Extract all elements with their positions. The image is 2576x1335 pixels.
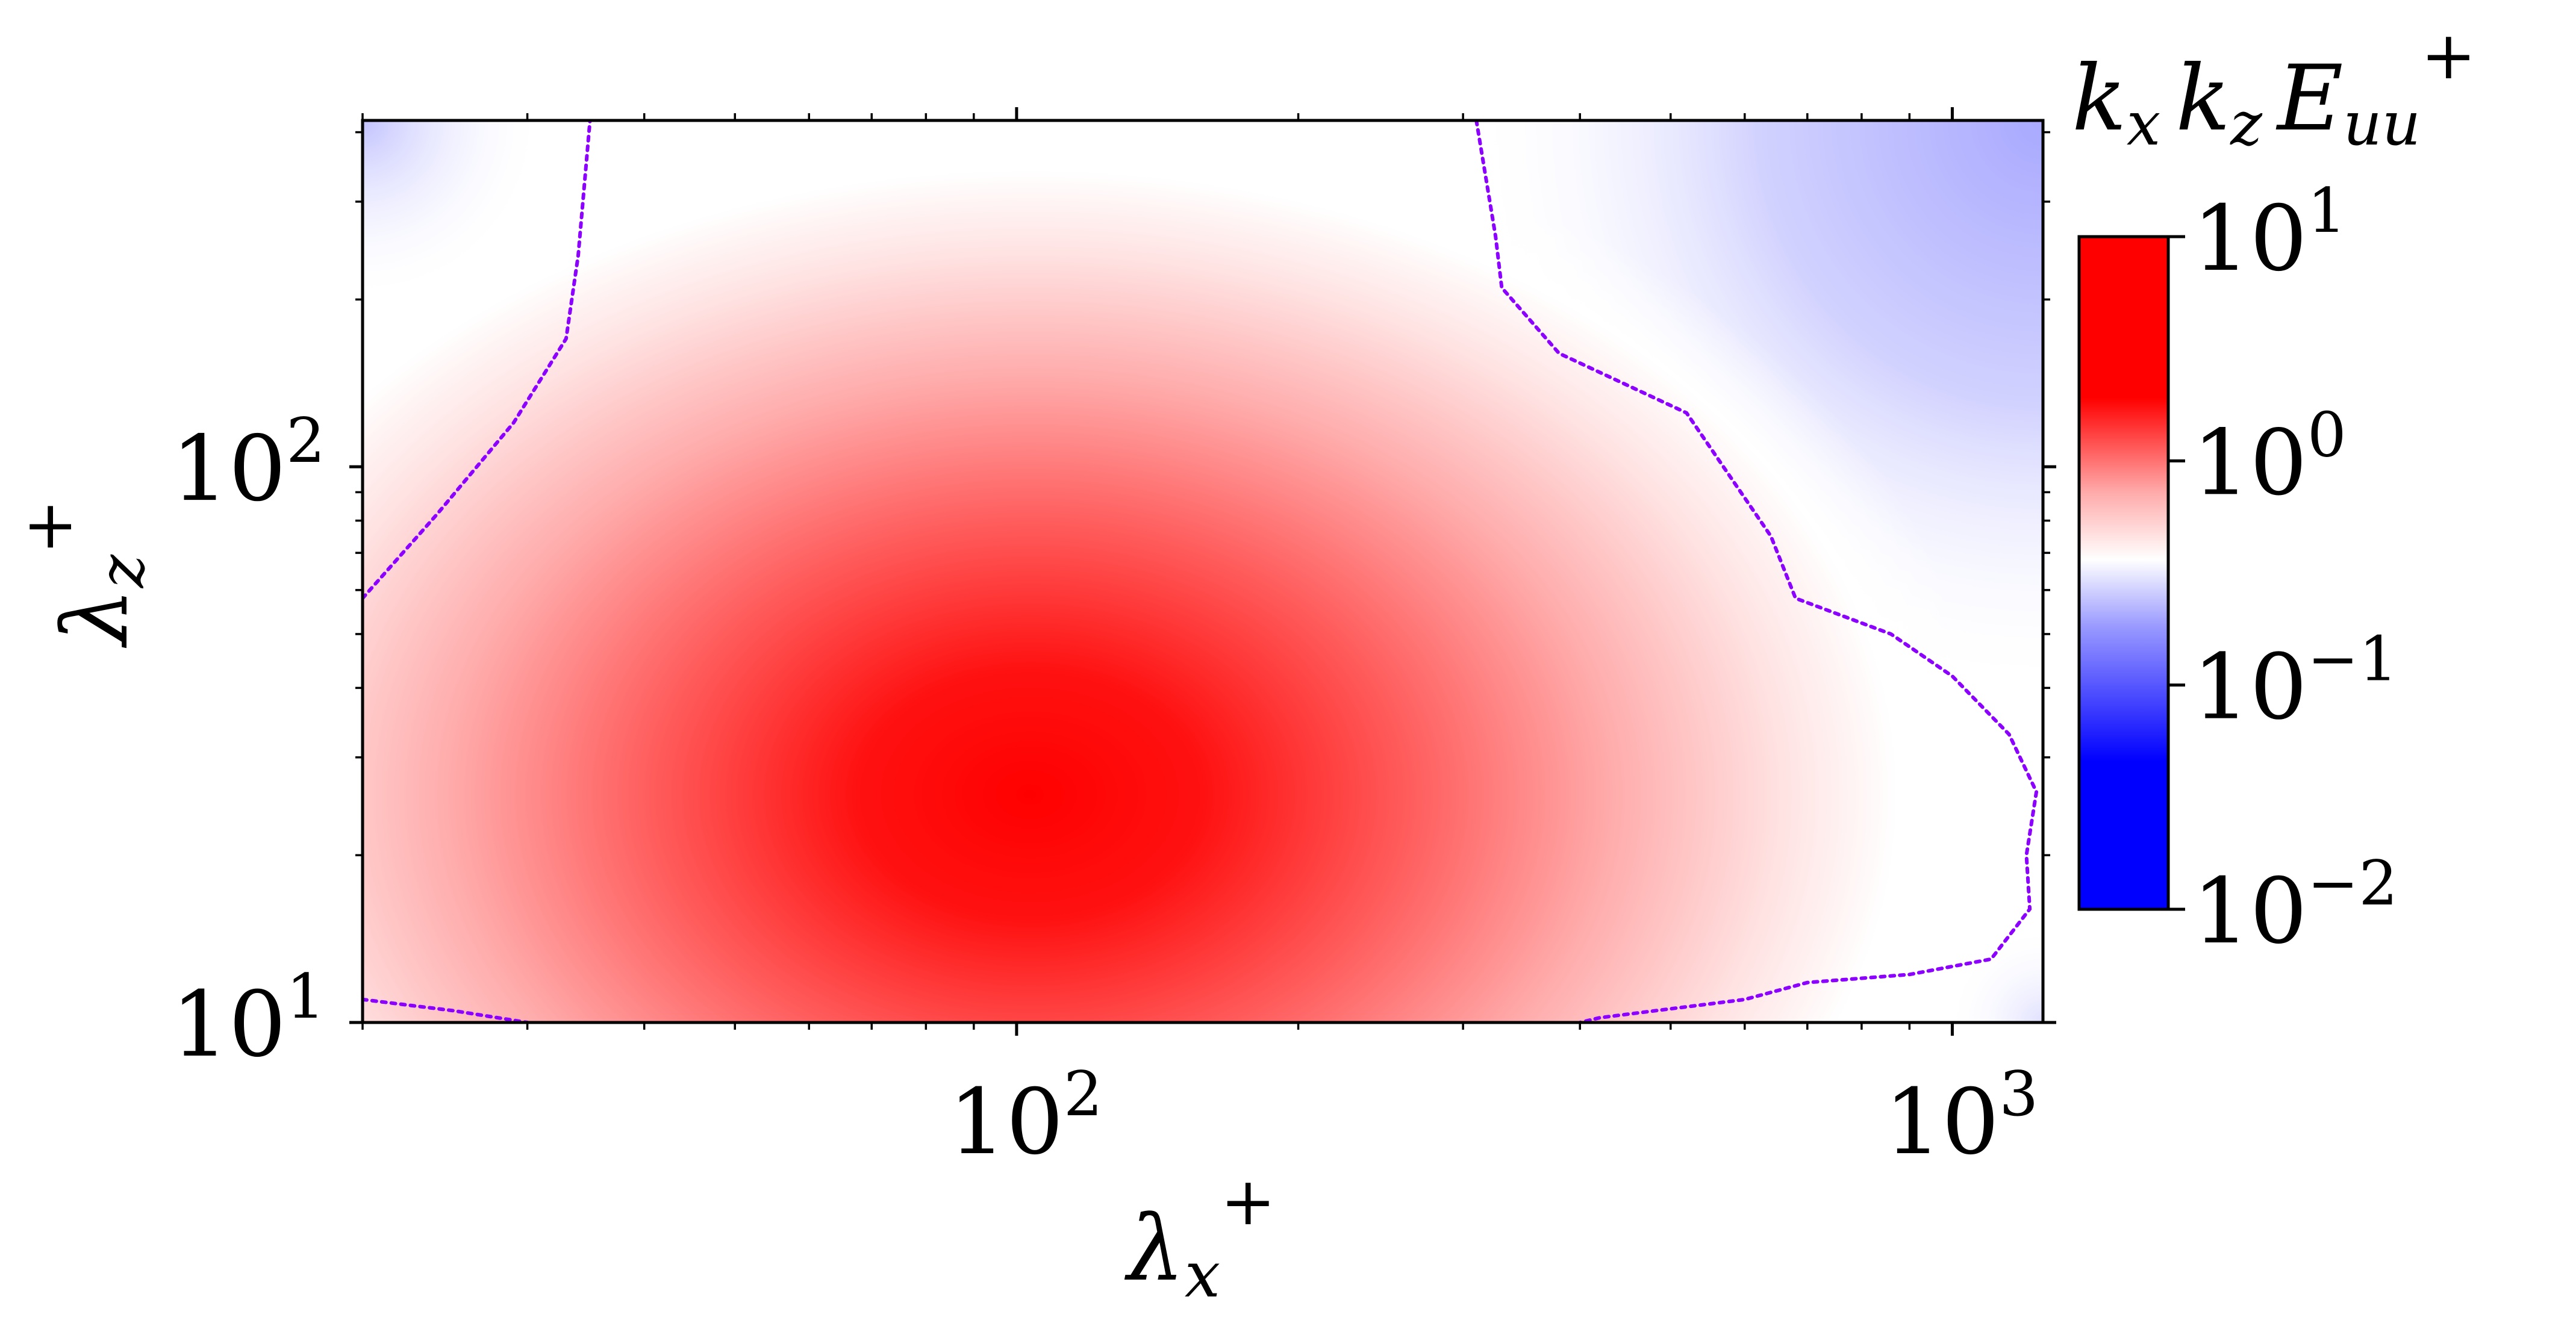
y-tick-label-exponent: 2 [286,405,325,477]
colorbar [2077,235,2170,911]
colorbar-tick-label-exponent: −2 [2307,848,2398,920]
x-tick-label-base: 10 [949,1070,1064,1175]
heatmap-field [363,120,2043,1022]
cbar-label-sub1: x [2127,89,2160,159]
contour-line [363,997,529,1022]
x-axis-label: λx+ [1124,1163,1276,1312]
cbar-label-subE: uu [2343,89,2421,159]
x-tick-label: 102 [949,1059,1103,1175]
colorbar-tick-label-base: 10 [2192,635,2307,740]
plot-frame [361,119,2045,1024]
colorbar-tick-label-base: 10 [2192,859,2307,964]
y-axis-label: λz+ [10,499,158,649]
y-label-lambda: λ [43,588,148,648]
y-label-superscript: + [10,499,87,555]
y-tick-label-exponent: 1 [286,961,325,1033]
colorbar-tick-label-exponent: 1 [2307,175,2347,247]
x-axis-ticks: 102 103 [361,107,2039,1175]
y-tick-label: 101 [171,961,325,1077]
cbar-label-superscript: + [2421,17,2476,94]
colorbar-tick-label: 10−2 [2192,848,2398,964]
colorbar-tick-label: 101 [2192,175,2347,291]
y-tick-label: 102 [171,405,325,521]
colorbar-tick-label-base: 10 [2192,187,2307,291]
cbar-label-E: E [2275,46,2344,151]
colorbar-tick-label: 10−1 [2192,624,2398,740]
x-tick-label-exponent: 3 [1999,1059,2038,1130]
y-label-subscript: z [85,554,158,589]
x-tick-label: 103 [1885,1059,2039,1175]
cbar-label-k1: k [2072,46,2127,151]
colorbar-label: kx kz Euu+ [2072,17,2476,159]
x-label-superscript: + [1220,1163,1276,1240]
colorbar-tick-label: 100 [2192,399,2347,515]
contour-line [1474,120,2039,1022]
cbar-label-k2: k [2175,46,2230,151]
x-tick-label-exponent: 2 [1064,1059,1103,1130]
colorbar-tick-label-exponent: −1 [2307,624,2398,696]
field-hot-core [363,120,2043,1022]
colorbar-tick-label-base: 10 [2192,411,2307,515]
colorbar-tick-label-exponent: 0 [2307,399,2347,471]
y-tick-label-base: 10 [171,972,286,1077]
cbar-label-sub2: z [2230,89,2263,159]
y-tick-label-base: 10 [171,417,286,521]
contour-line [363,120,592,600]
contour-lines [363,120,2039,1022]
x-label-subscript: x [1185,1238,1220,1312]
x-label-lambda: λ [1124,1197,1185,1301]
x-tick-label-base: 10 [1885,1070,2000,1175]
